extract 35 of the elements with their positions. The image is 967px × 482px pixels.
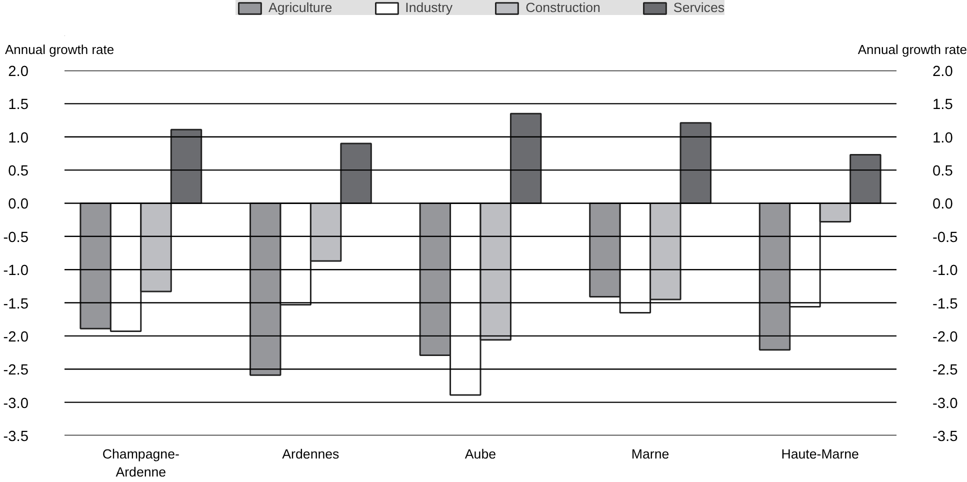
x-tick-label: Champagne-Ardenne [102,446,180,480]
y-tick-label: -2.5 [3,362,29,379]
x-tick-label: Ardennes [282,446,340,462]
y2-axis-title: Annual growth rate [858,41,967,59]
y2-tick-label: 0.5 [932,164,953,180]
y-tick-label: -1.5 [3,296,29,312]
y2-tick-label: -2.5 [932,362,958,379]
x-tick-label: Haute-Marne [781,446,859,462]
y2-tick-label: -0.5 [932,230,958,246]
y2-tick-label: -1.0 [932,263,958,280]
legend-label: Construction [526,0,600,15]
y-tick-label: -1.0 [3,263,29,280]
y2-tick-label: 0.0 [932,196,953,213]
y-tick-label: 1.0 [8,130,28,146]
legend-label: Agriculture [268,0,332,15]
y2-tick-label: 2.0 [932,64,953,80]
y2-tick-label: -3.0 [932,396,958,412]
y-tick-label: -2.0 [3,329,29,346]
y-tick-label: -3.5 [3,429,29,445]
legend-label: Industry [405,0,453,15]
x-tick-label: Aube [464,446,496,462]
y2-tick-label: 1.5 [932,97,953,114]
y-tick-label: -0.5 [3,230,29,246]
y2-tick-label: 1.0 [932,130,953,146]
y2-tick-label: -3.5 [932,429,958,445]
y-axis-title: Annual growth rate [5,41,114,59]
y-tick-label: 1.5 [8,97,28,114]
y-tick-label: 0.0 [8,196,28,213]
x-tick-label: Marne [631,446,670,462]
legend-label: Services [673,0,725,15]
y2-tick-label: -2.0 [932,329,958,346]
y-tick-label: 0.5 [8,164,28,180]
y-tick-label: 2.0 [8,64,28,80]
y2-tick-label: -1.5 [932,296,958,312]
y-tick-label: -3.0 [3,396,29,412]
